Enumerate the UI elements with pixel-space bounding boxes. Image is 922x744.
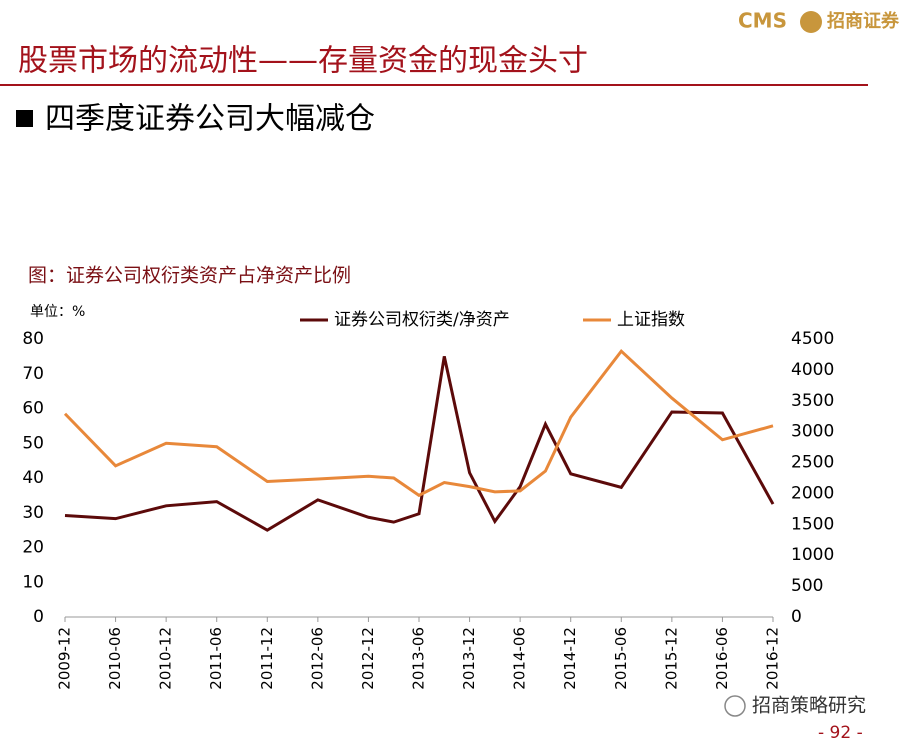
x-tick-label: 2010-12 (157, 627, 175, 690)
y2-tick-label: 3000 (791, 422, 834, 442)
wechat-icon (724, 695, 746, 717)
slide-title: 股票市场的流动性——存量资金的现金头寸 (18, 44, 588, 79)
y2-tick-label: 2500 (791, 453, 834, 473)
logo-brand: CMS (738, 9, 787, 33)
x-tick-label: 2016-12 (764, 627, 782, 690)
y-tick-label: 0 (33, 607, 44, 627)
x-tick-label: 2016-06 (713, 627, 731, 690)
x-tick-label: 2015-06 (612, 627, 630, 690)
logo-icon (800, 11, 822, 33)
legend-label: 证券公司权衍类/净资产 (334, 310, 510, 330)
series-line (64, 356, 775, 532)
y-tick-label: 80 (22, 329, 44, 349)
x-tick-label: 2012-12 (359, 627, 377, 690)
x-tick-label: 2013-06 (410, 627, 428, 690)
footer-source: 招商策略研究 (752, 695, 866, 717)
y2-tick-label: 4500 (791, 329, 834, 349)
y2-tick-label: 4000 (791, 360, 834, 380)
plot: 0 10 20 30 40 50 60 70 80 0 500 1000 1500 2000 2500 300… (22, 310, 834, 690)
x-tick-label: 2009-12 (56, 627, 74, 690)
y2-tick-label: 3500 (791, 391, 834, 411)
x-tick-label: 2012-06 (308, 627, 326, 690)
y-tick-label: 70 (22, 364, 44, 384)
x-tick-label: 2014-12 (561, 627, 579, 690)
y2-tick-label: 1500 (791, 514, 834, 534)
x-tick-label: 2011-06 (207, 627, 225, 690)
x-tick-label: 2014-06 (511, 627, 529, 690)
y-tick-label: 60 (22, 399, 44, 419)
legend-label: 上证指数 (617, 310, 685, 330)
x-tick-label: 2013-12 (460, 627, 478, 690)
x-tick-label: 2015-12 (662, 627, 680, 690)
slide-subtitle: 四季度证券公司大幅减仓 (45, 102, 375, 137)
series-line (63, 348, 774, 498)
y-tick-label: 50 (22, 433, 44, 453)
y-tick-label: 30 (22, 503, 44, 523)
page-number: - 92 - (818, 723, 863, 743)
y-tick-label: 20 (22, 538, 44, 558)
x-tick-label: 2010-06 (106, 627, 124, 690)
y2-tick-label: 2000 (791, 483, 834, 503)
y2-tick-label: 1000 (791, 545, 834, 565)
x-tick-label: 2011-12 (258, 627, 276, 690)
y-tick-label: 40 (22, 468, 44, 488)
chart-title: 图：证券公司权衍类资产占净资产比例 (28, 265, 351, 287)
logo-name: 招商证券 (827, 10, 900, 32)
bullet (16, 110, 33, 127)
unit-label: 单位：% (30, 304, 85, 320)
y2-tick-label: 0 (791, 607, 802, 627)
y-tick-label: 10 (22, 572, 44, 592)
y2-tick-label: 500 (791, 576, 823, 596)
